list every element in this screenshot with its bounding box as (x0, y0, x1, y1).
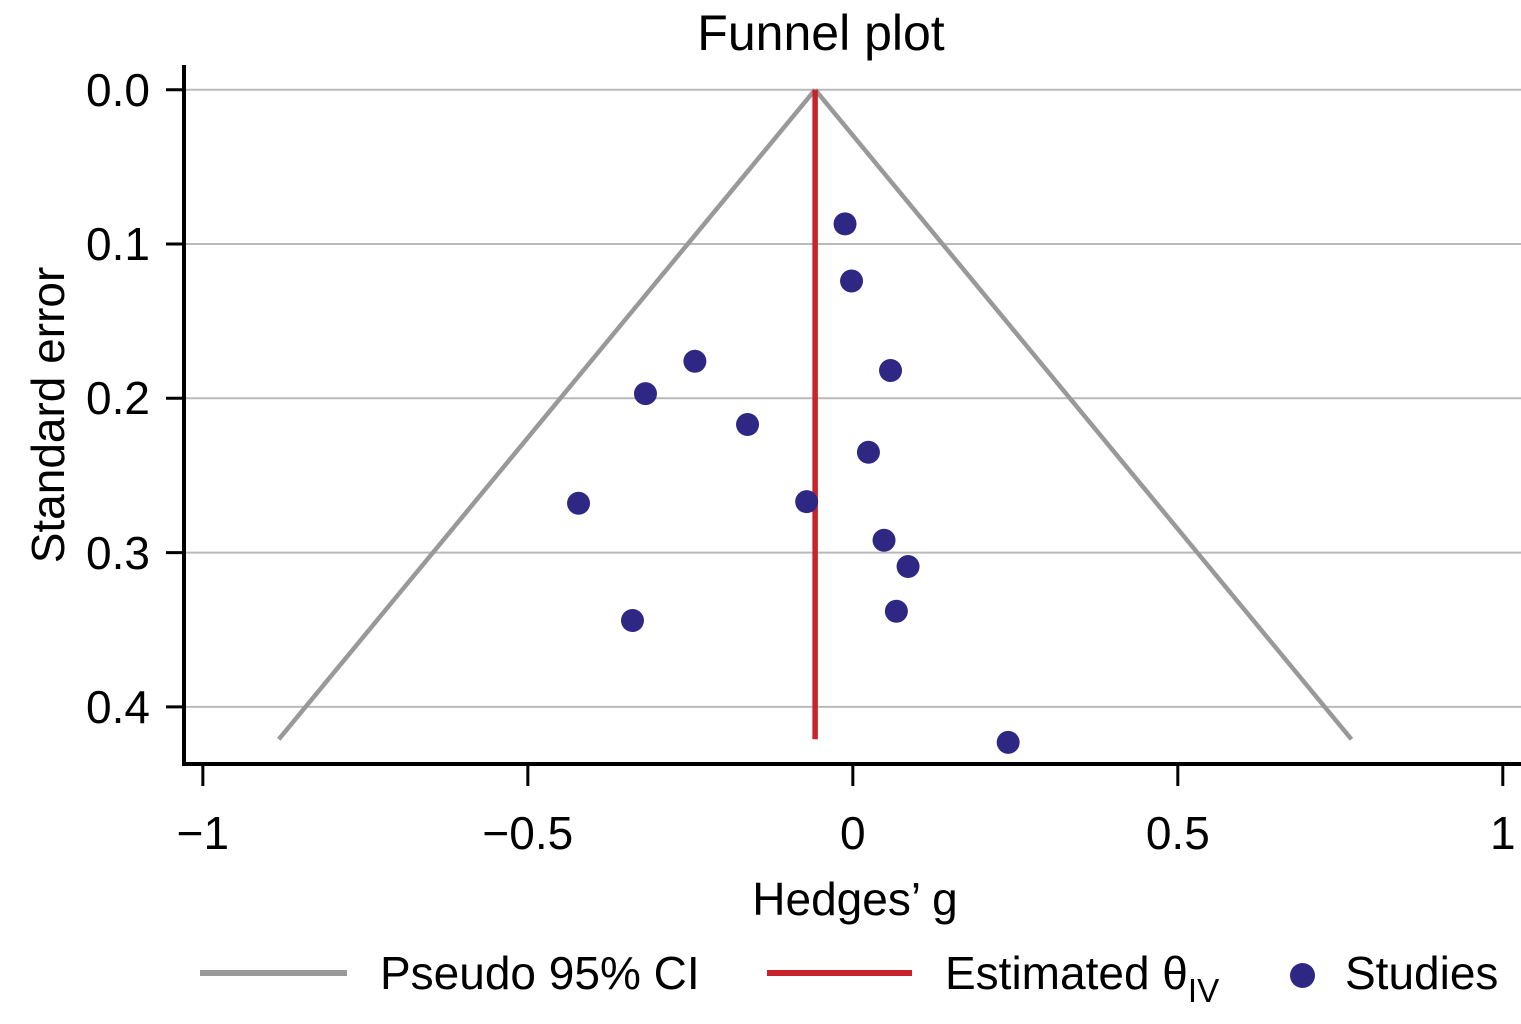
study-point-11 (896, 554, 920, 578)
study-point-4 (879, 359, 903, 383)
legend-label-pseudo-ci: Pseudo 95% CI (380, 947, 700, 999)
chart-title: Funnel plot (697, 5, 945, 61)
study-point-14 (996, 730, 1020, 754)
y-tick-label-0.0: 0.0 (86, 63, 150, 116)
study-point-1 (833, 212, 857, 236)
study-point-9 (795, 490, 819, 514)
y-tick-label-0.1: 0.1 (86, 217, 150, 270)
study-point-5 (633, 382, 657, 406)
pseudo-ci-line-swatch (200, 970, 347, 976)
study-point-10 (872, 528, 896, 552)
study-point-13 (620, 608, 644, 632)
x-tick-label-0: 0 (840, 807, 866, 859)
study-point-6 (736, 413, 760, 437)
study-point-3 (683, 349, 707, 373)
y-tick-label-0.4: 0.4 (86, 680, 150, 733)
studies-dot-swatch (1290, 963, 1315, 988)
study-point-12 (884, 599, 908, 623)
x-tick-label-0.5: 0.5 (1145, 807, 1210, 859)
estimated-theta-line-swatch (767, 970, 912, 976)
y-tick-label-0.2: 0.2 (86, 372, 150, 425)
study-point-7 (856, 440, 880, 464)
legend-label-studies: Studies (1345, 947, 1499, 999)
funnel-right-line (813, 88, 1354, 741)
legend-label-estimated-theta-main: Estimated θ (945, 947, 1188, 999)
study-point-2 (840, 269, 864, 293)
x-tick-label-−0.5: −0.5 (482, 807, 574, 859)
y-tick-label-0.3: 0.3 (86, 526, 150, 579)
x-tick-label-−1: −1 (176, 807, 230, 859)
legend-label-estimated-theta: Estimated θIV (945, 947, 1219, 1008)
study-point-8 (567, 491, 591, 515)
funnel-left-line (277, 88, 817, 741)
x-axis-label: Hedges’ g (752, 873, 958, 925)
x-tick-label-1: 1 (1490, 807, 1516, 859)
legend-label-estimated-theta-sub: IV (1187, 973, 1220, 1011)
